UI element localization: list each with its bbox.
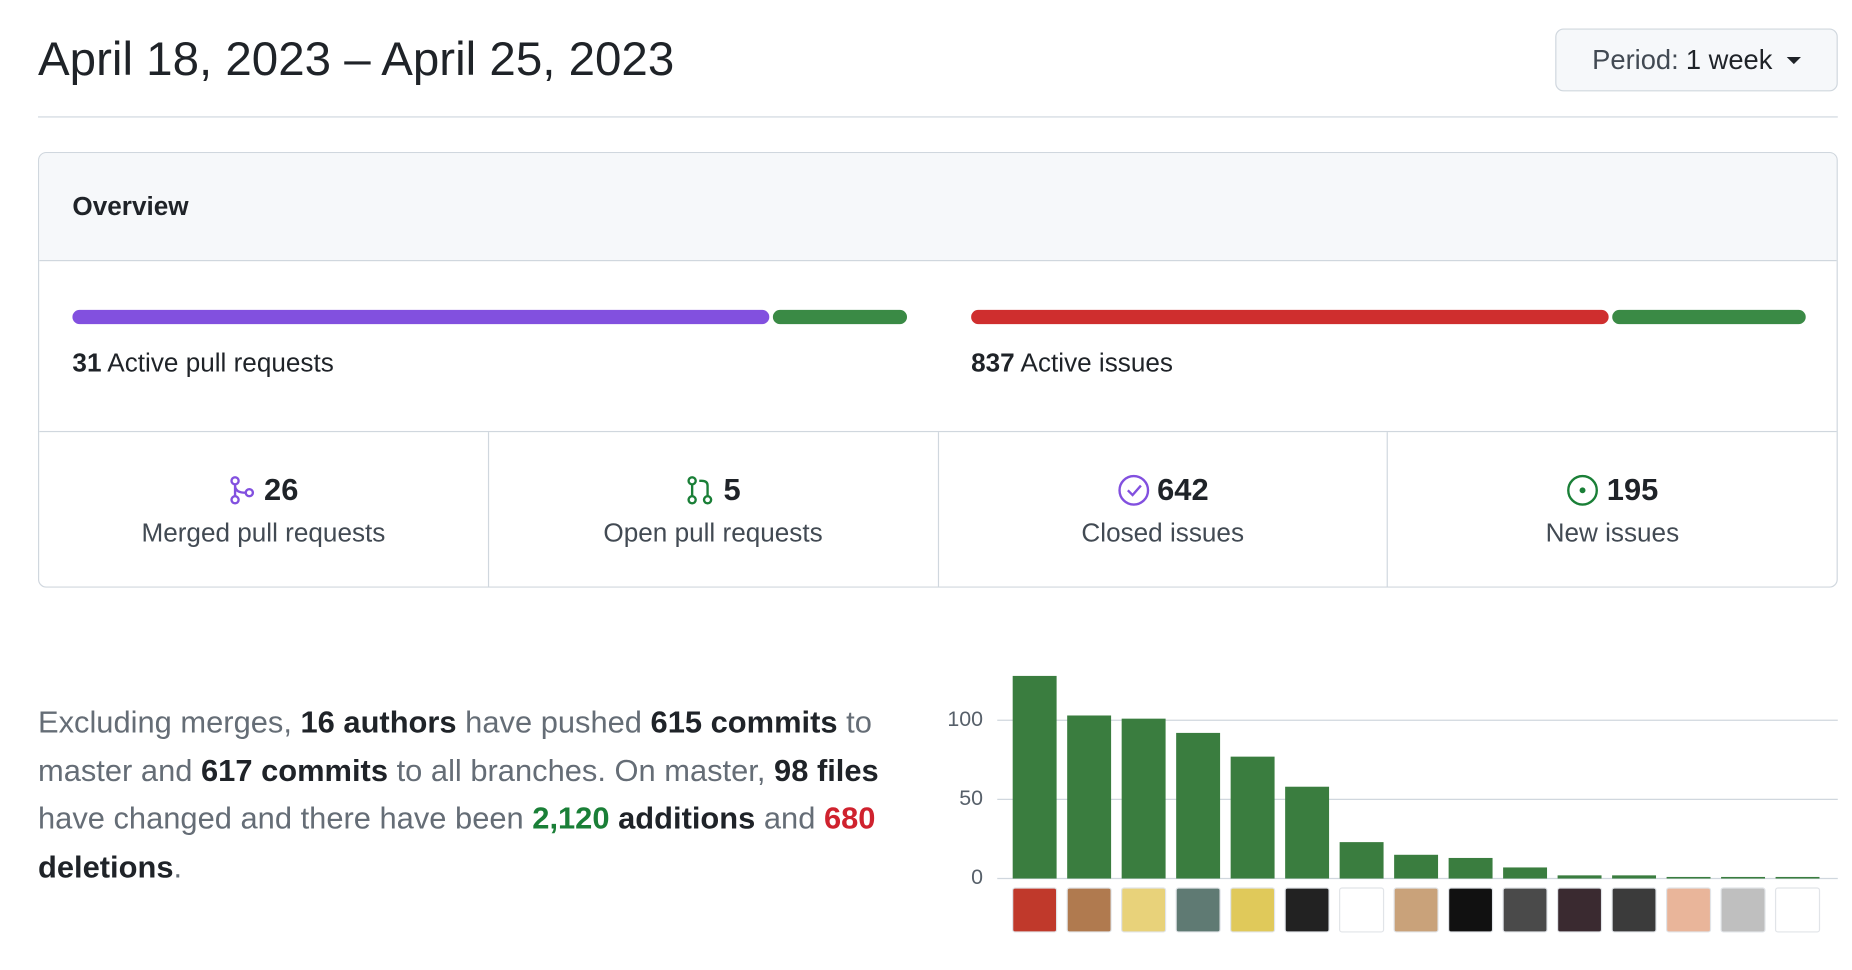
text: 2,120 xyxy=(532,800,610,836)
period-button[interactable]: Period: 1 week xyxy=(1555,28,1838,92)
author-avatar[interactable] xyxy=(1774,887,1821,933)
progress-segment xyxy=(72,309,770,325)
stat-value: 195 xyxy=(1606,471,1659,507)
stat-cell[interactable]: 5 Open pull requests xyxy=(489,432,939,587)
author-avatar[interactable] xyxy=(1121,887,1167,933)
stat-label: New issues xyxy=(1545,517,1680,548)
pr-label: Active pull requests xyxy=(107,347,334,378)
bar xyxy=(1448,857,1493,879)
stat-cell[interactable]: 26 Merged pull requests xyxy=(39,432,489,587)
caret-icon xyxy=(1786,56,1801,64)
text: additions xyxy=(609,800,756,836)
period-value: 1 week xyxy=(1685,43,1773,75)
author-avatar[interactable] xyxy=(1393,887,1439,933)
stat-cell[interactable]: 195 New issues xyxy=(1388,432,1836,586)
stat-cells: 26 Merged pull requests 5 Open pull requ… xyxy=(39,430,1837,587)
bar xyxy=(1666,876,1711,879)
author-avatar[interactable] xyxy=(1448,887,1494,933)
stat-label: Merged pull requests xyxy=(141,517,386,548)
bar xyxy=(1775,876,1820,879)
text: 98 files xyxy=(774,752,879,788)
progress-segment xyxy=(971,309,1609,325)
bar xyxy=(1721,876,1766,879)
text: 617 commits xyxy=(200,752,389,788)
progress-segment xyxy=(772,309,908,325)
text: to master and xyxy=(37,704,872,788)
author-avatar[interactable] xyxy=(1175,887,1221,933)
author-avatar[interactable] xyxy=(1066,887,1112,933)
text: and xyxy=(755,800,824,836)
merge-icon xyxy=(230,475,255,504)
author-avatar[interactable] xyxy=(1012,887,1058,933)
text: have changed and there have been xyxy=(37,800,533,836)
y-tick-label: 0 xyxy=(971,865,983,889)
stat-value: 5 xyxy=(723,471,741,507)
overview-box: Overview 31 Active pull requests 837 Act… xyxy=(37,151,1838,588)
divider xyxy=(37,116,1838,118)
pr-count: 31 xyxy=(72,347,102,378)
pr-summary[interactable]: 31 Active pull requests xyxy=(72,348,333,379)
stat-label: Closed issues xyxy=(1081,517,1244,548)
text: deletions xyxy=(37,848,174,884)
y-tick-label: 100 xyxy=(947,707,983,731)
y-tick-label: 50 xyxy=(959,786,983,810)
text: 615 commits xyxy=(650,704,838,740)
author-avatar[interactable] xyxy=(1230,887,1276,933)
page-title: April 18, 2023 – April 25, 2023 xyxy=(37,33,675,86)
text: 680 xyxy=(823,800,876,836)
author-avatar[interactable] xyxy=(1339,887,1385,933)
issue-progress xyxy=(971,309,1806,325)
stat-value: 642 xyxy=(1157,471,1209,507)
issue-label: Active issues xyxy=(1020,347,1173,378)
progress-segment xyxy=(1612,309,1806,325)
text: . xyxy=(173,848,183,884)
bar xyxy=(1394,854,1439,879)
text: have pushed xyxy=(456,704,651,740)
issue-summary[interactable]: 837 Active issues xyxy=(971,348,1173,379)
author-avatar[interactable] xyxy=(1720,887,1766,933)
commit-chart: 0 50 100 xyxy=(947,675,1838,933)
bar xyxy=(1067,715,1112,879)
bar xyxy=(1176,732,1221,879)
bar xyxy=(1012,675,1057,879)
closed-icon xyxy=(1117,474,1149,506)
author-avatar[interactable] xyxy=(1665,887,1712,933)
overview-header: Overview xyxy=(39,153,1837,262)
stat-cell[interactable]: 642 Closed issues xyxy=(938,432,1389,587)
author-avatar[interactable] xyxy=(1284,887,1330,933)
text: to all branches. On master, xyxy=(388,752,775,788)
period-label: Period: xyxy=(1592,43,1679,75)
overview-title: Overview xyxy=(72,191,189,221)
bar xyxy=(1230,756,1275,879)
bar xyxy=(1285,786,1330,879)
commit-summary: Excluding merges, 16 authors have pushed… xyxy=(38,698,940,890)
author-avatar[interactable] xyxy=(1557,887,1603,933)
text: 16 authors xyxy=(300,704,457,740)
open-icon xyxy=(1567,474,1599,506)
bar xyxy=(1612,875,1657,879)
bar xyxy=(1503,867,1548,879)
stat-label: Open pull requests xyxy=(603,517,823,548)
pr-icon xyxy=(687,475,713,504)
issue-count: 837 xyxy=(971,347,1015,378)
bar xyxy=(1121,718,1166,879)
bar xyxy=(1339,842,1384,879)
pr-progress xyxy=(72,309,908,325)
stat-value: 26 xyxy=(264,471,299,507)
text: Excluding merges, xyxy=(37,704,301,740)
bar xyxy=(1557,875,1602,879)
author-avatar[interactable] xyxy=(1502,887,1548,933)
author-avatar[interactable] xyxy=(1611,887,1657,933)
